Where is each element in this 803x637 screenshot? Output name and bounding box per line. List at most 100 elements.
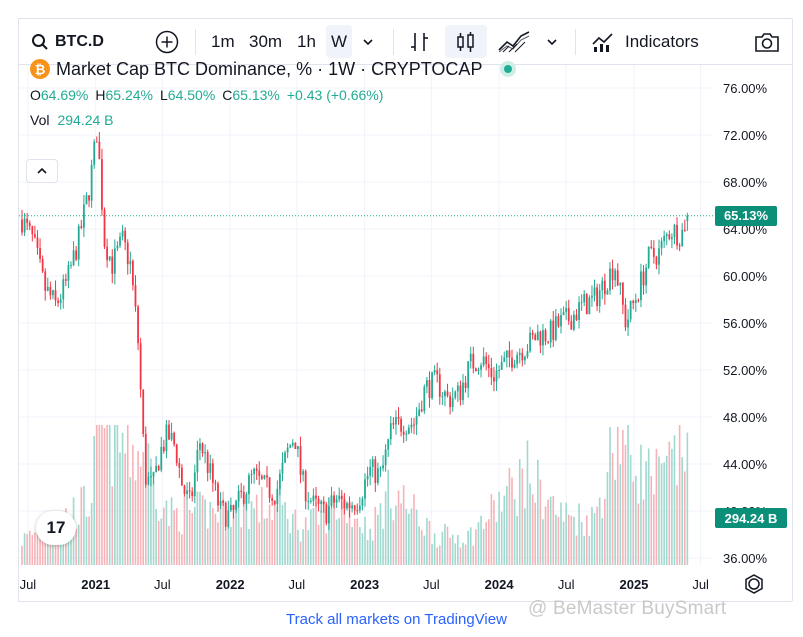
volume-bar bbox=[359, 526, 361, 565]
volume-bar bbox=[173, 510, 175, 565]
candle-body bbox=[518, 352, 521, 355]
volume-bar bbox=[609, 427, 611, 565]
candle-body bbox=[539, 331, 542, 346]
toolbar: BTC.D 1m 30m 1h W Indicators bbox=[19, 19, 792, 65]
candle-body bbox=[131, 260, 134, 286]
candle-body bbox=[302, 471, 305, 475]
volume-bar bbox=[302, 529, 304, 565]
volume-bar bbox=[75, 528, 77, 565]
volume-bar bbox=[85, 516, 88, 565]
volume-bar bbox=[433, 533, 436, 565]
volume-bar bbox=[647, 448, 650, 565]
candle-body bbox=[253, 468, 256, 474]
volume-bar bbox=[400, 503, 402, 565]
volume-bar bbox=[578, 503, 580, 565]
candle-body bbox=[451, 397, 454, 408]
candle-body bbox=[665, 234, 668, 237]
y-tick-label: 52.00% bbox=[723, 363, 768, 378]
symbol-search[interactable]: BTC.D bbox=[31, 25, 104, 58]
volume-bar bbox=[475, 529, 477, 565]
volume-bar bbox=[95, 425, 98, 565]
y-tick-label: 72.00% bbox=[723, 128, 768, 143]
volume-bar bbox=[379, 503, 382, 565]
candle-body bbox=[258, 470, 261, 476]
volume-bar bbox=[23, 533, 26, 565]
chart-type-dropdown[interactable] bbox=[545, 25, 559, 58]
candle-body bbox=[72, 250, 75, 266]
volume-bar bbox=[217, 522, 219, 565]
volume-bar bbox=[547, 499, 549, 565]
candle-body bbox=[157, 465, 160, 471]
volume-bar bbox=[619, 464, 622, 565]
y-tick-label: 44.00% bbox=[723, 457, 768, 472]
volume-bar bbox=[508, 468, 511, 565]
candle-body bbox=[495, 370, 498, 382]
volume-bar bbox=[382, 528, 384, 565]
candle-body bbox=[137, 306, 139, 344]
volume-bar bbox=[263, 518, 266, 565]
candle-body bbox=[106, 246, 109, 261]
market-status-icon[interactable] bbox=[500, 61, 517, 77]
interval-dropdown[interactable] bbox=[361, 25, 375, 58]
indicators-button[interactable]: Indicators bbox=[591, 25, 699, 58]
candle-body bbox=[113, 248, 116, 274]
volume-bar bbox=[227, 522, 230, 565]
volume-bar bbox=[518, 459, 521, 565]
interval-1m[interactable]: 1m bbox=[211, 25, 235, 58]
candle-body bbox=[521, 352, 524, 361]
interval-1h[interactable]: 1h bbox=[297, 25, 316, 58]
volume-bar bbox=[524, 508, 526, 565]
candle-body bbox=[46, 286, 49, 291]
volume-bar bbox=[204, 499, 206, 565]
volume-bar bbox=[480, 515, 482, 565]
volume-bar bbox=[392, 520, 395, 565]
volume-bar bbox=[503, 495, 506, 565]
interval-label: 1m bbox=[211, 31, 235, 51]
candle-body bbox=[650, 246, 653, 249]
volume-bar bbox=[596, 506, 598, 565]
candles-button[interactable] bbox=[445, 25, 487, 58]
snapshot-button[interactable] bbox=[753, 25, 781, 58]
volume-bar bbox=[423, 535, 426, 565]
x-tick-label: 2023 bbox=[350, 577, 379, 592]
candle-body bbox=[593, 287, 596, 296]
volume-bar bbox=[98, 425, 101, 565]
candle-body bbox=[289, 445, 292, 448]
volume-bar bbox=[627, 425, 629, 565]
candle-body bbox=[642, 271, 645, 286]
candle-body bbox=[173, 432, 176, 445]
candle-body bbox=[188, 490, 191, 492]
volume-bar bbox=[521, 468, 524, 565]
volume-bar bbox=[304, 517, 307, 565]
volume-bar bbox=[366, 540, 369, 565]
tradingview-link[interactable]: Track all markets on TradingView bbox=[286, 611, 507, 628]
candle-body bbox=[271, 497, 274, 501]
candle-body bbox=[433, 370, 436, 373]
candle-body bbox=[449, 395, 452, 408]
candle-body bbox=[384, 449, 387, 466]
candle-body bbox=[57, 300, 60, 304]
interval-w[interactable]: W bbox=[326, 25, 353, 58]
candle-body bbox=[490, 368, 493, 378]
candle-body bbox=[467, 361, 470, 389]
candle-body bbox=[95, 141, 98, 143]
candle-body bbox=[317, 498, 320, 504]
interval-30m[interactable]: 30m bbox=[249, 25, 282, 58]
volume-bar bbox=[616, 426, 619, 565]
compare-button[interactable] bbox=[155, 25, 179, 58]
x-tick-label: 2024 bbox=[485, 577, 515, 592]
candle-body bbox=[98, 141, 101, 160]
area-chart-button[interactable] bbox=[497, 25, 531, 58]
candle-body bbox=[291, 442, 294, 446]
volume-bar bbox=[513, 499, 516, 565]
collapse-legend-button[interactable] bbox=[26, 159, 58, 183]
bar-style-button[interactable] bbox=[409, 25, 431, 58]
candle-body bbox=[165, 424, 168, 452]
volume-bar bbox=[604, 498, 606, 565]
candle-body bbox=[606, 290, 609, 295]
candle-body bbox=[237, 490, 240, 502]
tradingview-logo[interactable]: 17 bbox=[36, 511, 76, 545]
candle-body bbox=[655, 256, 658, 265]
volume-bar bbox=[637, 503, 640, 565]
